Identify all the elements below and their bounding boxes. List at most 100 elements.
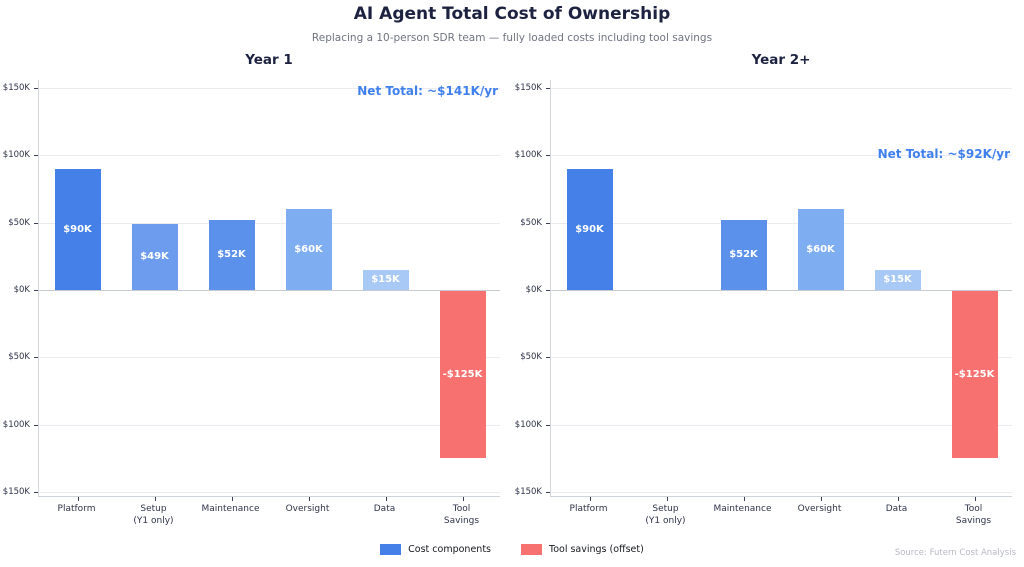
y-tick-label: $150K <box>2 83 30 93</box>
bar-platform: $90K <box>566 168 613 290</box>
bar-value-label: $49K <box>140 251 169 263</box>
bar-maintenance: $52K <box>720 219 767 290</box>
y-tick-mark <box>546 357 550 359</box>
figure-subtitle: Replacing a 10-person SDR team — fully l… <box>311 32 713 44</box>
plot-area: Net Total: ~$141K/yr $90K $49K $52K $60K $15… <box>38 80 500 501</box>
bar-value-label: $60K <box>294 244 323 256</box>
bar-value-label: -$125K <box>954 368 995 380</box>
x-tick-mark <box>385 497 387 501</box>
bar-oversight: $60K <box>797 209 844 290</box>
x-tick-mark <box>743 497 745 501</box>
chart-year-1: Year 1 $150K $100K $50K $0K $50K $100K $150K N… <box>0 50 512 530</box>
x-tick-label: Tool Savings <box>955 504 992 526</box>
source-note: Source: Futern Cost Analysis <box>894 548 1016 558</box>
y-tick-label: $100K <box>2 419 30 430</box>
x-tick-label: Maintenance <box>201 504 260 514</box>
y-tick-mark <box>546 492 550 493</box>
x-tick-label: Tool Savings <box>443 504 480 526</box>
y-tick-label: $100K <box>2 150 30 161</box>
chart-title: Year 2+ <box>751 52 811 68</box>
net-total: Net Total: ~$92K/yr <box>877 146 1010 161</box>
legend-item-tool-savings: Tool savings (offset) <box>521 543 644 555</box>
gridline <box>39 88 500 89</box>
y-tick-mark <box>546 222 550 224</box>
y-tick-mark <box>546 88 550 89</box>
x-tick-label: Data <box>373 504 396 514</box>
x-tick-label: Data <box>885 504 908 514</box>
x-tick-mark <box>308 497 310 501</box>
y-tick-mark <box>34 424 38 426</box>
bar-setup: $49K <box>131 224 178 290</box>
x-tick-label: Oversight <box>285 504 330 514</box>
x-tick-mark <box>974 497 976 501</box>
y-tick-mark <box>34 290 38 291</box>
gridline <box>551 88 1012 89</box>
y-tick-label: $150K <box>514 487 542 497</box>
x-tick-mark <box>666 497 668 501</box>
bar-value-label: $15K <box>371 274 400 286</box>
chart-title: Year 1 <box>245 52 293 68</box>
tool-savings-swatch <box>521 543 542 555</box>
legend-label: Cost components <box>408 543 491 555</box>
y-tick-label: $0K <box>13 285 30 295</box>
y-tick-label: $100K <box>514 150 542 161</box>
bar-platform: $90K <box>54 168 101 290</box>
x-tick-label: Oversight <box>797 504 842 514</box>
x-tick-mark <box>897 497 899 501</box>
bar-tool: -$125K <box>439 290 486 459</box>
legend: Cost components Tool savings (offset) <box>0 540 1024 558</box>
x-tick-label: Maintenance <box>713 504 772 514</box>
gridline <box>39 424 500 426</box>
bar-maintenance: $52K <box>208 219 255 290</box>
gridline <box>39 492 500 493</box>
gridline <box>551 222 1012 224</box>
y-tick-mark <box>546 290 550 291</box>
x-tick-mark <box>820 497 822 501</box>
net-total: Net Total: ~$141K/yr <box>357 83 498 98</box>
gridline <box>551 492 1012 493</box>
gridline <box>551 424 1012 426</box>
y-tick-mark <box>546 424 550 426</box>
y-tick-label: $50K <box>8 217 30 228</box>
x-axis: Platform Setup (Y1 only) Maintenance Oversi… <box>38 497 500 530</box>
y-tick-label: $150K <box>514 83 542 93</box>
gridline <box>39 357 500 359</box>
gridline <box>551 155 1012 157</box>
x-tick-mark <box>154 497 156 501</box>
y-tick-label: $50K <box>520 352 542 363</box>
bar-data: $15K <box>874 269 921 290</box>
x-tick-label: Platform <box>569 504 608 514</box>
bar-value-label: $90K <box>63 223 92 235</box>
figure-title: AI Agent Total Cost of Ownership <box>353 4 671 24</box>
bar-value-label: $52K <box>729 249 758 261</box>
gridline <box>39 155 500 157</box>
bar-data: $15K <box>362 269 409 290</box>
x-tick-mark <box>77 497 79 501</box>
legend-item-cost-components: Cost components <box>380 543 491 555</box>
y-tick-label: $150K <box>2 487 30 497</box>
x-tick-label: Setup (Y1 only) <box>645 504 686 526</box>
x-tick-mark <box>231 497 233 501</box>
bar-oversight: $60K <box>285 209 332 290</box>
bar-value-label: $90K <box>575 223 604 235</box>
y-tick-mark <box>34 88 38 89</box>
y-tick-label: $0K <box>525 285 542 295</box>
y-tick-label: $50K <box>8 352 30 363</box>
zero-line <box>551 290 1012 291</box>
x-axis: Platform Setup (Y1 only) Maintenance Oversi… <box>550 497 1012 530</box>
plot-area: Net Total: ~$92K/yr $90K $52K $60K $15K -$12… <box>550 80 1012 501</box>
y-axis: $150K $100K $50K $0K $50K $100K $150K <box>512 80 550 497</box>
y-tick-mark <box>34 222 38 224</box>
y-tick-mark <box>34 357 38 359</box>
chart-year-2plus: Year 2+ $150K $100K $50K $0K $50K $100K $150K … <box>512 50 1024 530</box>
y-tick-mark <box>546 155 550 157</box>
bar-value-label: $60K <box>806 244 835 256</box>
y-tick-label: $50K <box>520 217 542 228</box>
y-tick-label: $100K <box>514 419 542 430</box>
legend-label: Tool savings (offset) <box>549 543 644 555</box>
y-axis: $150K $100K $50K $0K $50K $100K $150K <box>0 80 38 497</box>
gridline <box>39 222 500 224</box>
x-tick-mark <box>462 497 464 501</box>
bar-value-label: -$125K <box>442 368 483 380</box>
